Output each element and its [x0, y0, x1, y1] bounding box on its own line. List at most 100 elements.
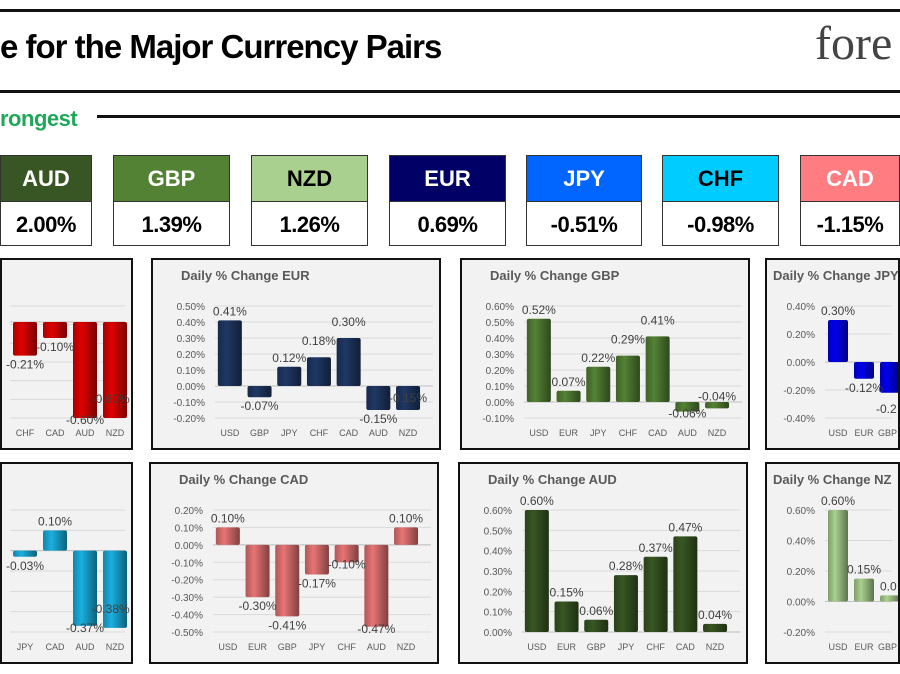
currency-code: CHF [663, 156, 778, 202]
bar-eur [554, 601, 579, 632]
daily-change-chart: 0.20% 0.10% 0.00% -0.10% -0.20% -0.30% -0.40% -… [149, 462, 439, 664]
chart-plot: JPY CAD AUD NZD -0.03% 0.10% -0.37% -0.38% [6, 509, 130, 652]
x-tick-label: CAD [45, 428, 65, 438]
data-label: 0.28% [609, 559, 643, 573]
x-tick-label: CAD [45, 642, 65, 652]
y-tick-label: 0.60% [486, 302, 514, 313]
bar-aud [73, 322, 97, 418]
x-tick-label: USD [828, 428, 848, 438]
bar-cad [336, 338, 361, 386]
y-tick-label: 0.10% [486, 382, 514, 393]
x-tick-label: AUD [75, 642, 95, 652]
bar-gbp [247, 386, 272, 398]
currency-box-chf: CHF -0.98% [662, 155, 779, 246]
y-tick-label: -0.50% [171, 628, 203, 639]
bar-nzd [103, 322, 127, 418]
section-rule [97, 115, 900, 118]
x-tick-label: AUD [678, 428, 698, 438]
bar-gbp [584, 619, 609, 632]
bar-aud [73, 550, 97, 626]
data-label: 0.06% [579, 604, 613, 618]
data-label: 0.47% [668, 520, 702, 534]
data-label: 0.30% [332, 315, 366, 329]
bar-usd [217, 320, 242, 386]
y-tick-label: 0.00% [787, 358, 815, 369]
y-tick-label: -0.20% [171, 576, 203, 587]
x-tick-label: AUD [367, 642, 387, 652]
currency-code: AUD [1, 156, 91, 202]
chart-plot: 0.60% 0.40% 0.20% 0.00% -0.20% USD EUR GBP 0.60%… [783, 494, 898, 652]
bar-jpy [304, 544, 329, 575]
x-tick-label: EUR [248, 642, 268, 652]
currency-box-aud: AUD 2.00% [0, 155, 92, 246]
data-label: -0.07% [241, 399, 279, 413]
x-tick-label: JPY [618, 642, 635, 652]
data-label: 0.41% [641, 313, 675, 327]
y-tick-label: 0.30% [484, 567, 512, 578]
x-tick-label: GBP [587, 642, 606, 652]
bar-nzd [103, 550, 127, 628]
bar-gbp [275, 544, 300, 617]
section-heading: rongest [0, 106, 78, 131]
data-label: 0.60% [821, 494, 855, 508]
currency-change-value: -0.98% [687, 211, 754, 237]
bar-chf [13, 322, 37, 356]
page-title: e for the Major Currency Pairs [0, 28, 442, 65]
data-label: -0.47% [357, 622, 395, 636]
chart-plot: 0.20% 0.10% 0.00% -0.10% -0.20% -0.30% -0.40% -… [171, 506, 431, 652]
x-tick-label: EUR [559, 428, 579, 438]
x-tick-label: USD [220, 428, 240, 438]
bar-nzd [396, 386, 421, 410]
x-tick-label: NZD [397, 642, 416, 652]
currency-change-value: 1.39% [141, 211, 202, 237]
daily-change-chart: 0.50% 0.40% 0.30% 0.20% 0.10% 0.00% -0.10% -0.2… [151, 258, 441, 450]
x-tick-label: JPY [590, 428, 607, 438]
y-tick-label: -0.20% [783, 386, 815, 397]
y-tick-label: 0.40% [177, 318, 205, 329]
bar-aud [364, 544, 389, 627]
y-tick-label: 0.60% [484, 506, 512, 517]
bar-nzd [703, 623, 728, 632]
data-label: 0.37% [639, 541, 673, 555]
currency-change-value: 2.00% [16, 211, 76, 237]
y-tick-label: -0.20% [173, 414, 205, 425]
x-tick-label: NZD [106, 642, 125, 652]
chart-plot: CHF CAD AUD NZD -0.21% -0.10% -0.60% -0.60% [6, 305, 130, 438]
x-tick-label: NZD [708, 428, 727, 438]
y-tick-label: 0.20% [177, 350, 205, 361]
bar-chf [334, 544, 359, 563]
bar-gbp [880, 595, 898, 602]
data-label: 0.10% [211, 511, 245, 525]
bar-jpy [277, 366, 302, 386]
bar-eur [245, 544, 270, 598]
y-tick-label: 0.30% [177, 334, 205, 345]
currency-code: EUR [390, 156, 505, 202]
data-label: 0.10% [389, 511, 423, 525]
y-tick-label: 0.10% [177, 366, 205, 377]
currency-box-jpy: JPY -0.51% [526, 155, 642, 246]
bar-usd [828, 510, 848, 602]
data-label: -0.03% [6, 559, 44, 573]
y-tick-label: -0.10% [171, 558, 203, 569]
data-label: -0.15% [359, 412, 397, 426]
bar-usd [524, 510, 549, 632]
data-label: 0.04% [698, 608, 732, 622]
bar-usd [215, 527, 240, 545]
bar-nzd [394, 527, 419, 545]
y-tick-label: 0.20% [787, 330, 815, 341]
bar-jpy [586, 366, 611, 402]
bar-gbp [880, 362, 898, 393]
data-label: -0.37% [66, 621, 104, 635]
y-tick-label: 0.20% [486, 366, 514, 377]
header-top-rule [0, 9, 900, 12]
data-label: -0.41% [268, 618, 306, 632]
chart-title: Daily % Change CAD [179, 472, 309, 487]
y-tick-label: 0.40% [787, 302, 815, 313]
daily-change-chart: JPY CAD AUD NZD -0.03% 0.10% -0.37% -0.38% [0, 462, 133, 664]
bar-aud [675, 402, 700, 412]
bar-cad [673, 536, 698, 632]
y-tick-label: 0.40% [787, 537, 815, 548]
data-label: 0.30% [821, 304, 855, 318]
data-label: -0.17% [298, 576, 336, 590]
chart-title: Daily % Change AUD [488, 472, 617, 487]
